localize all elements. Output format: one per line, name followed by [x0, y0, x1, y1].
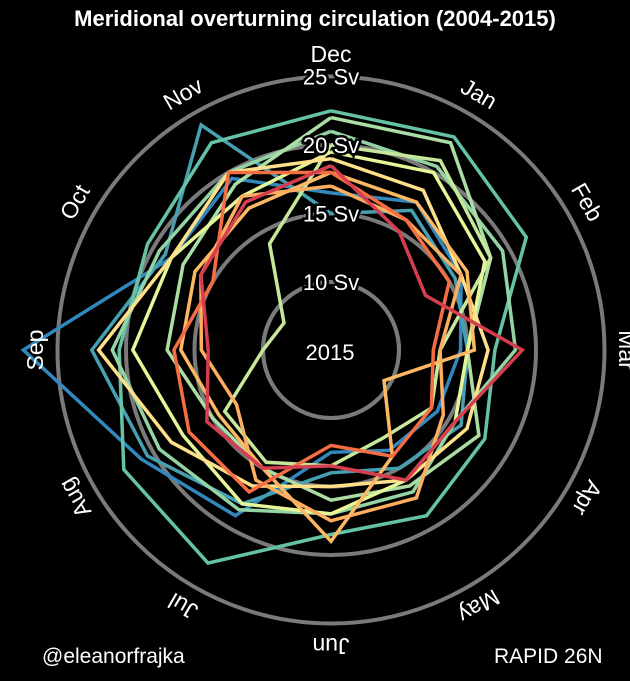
grid-circle — [55, 74, 607, 626]
month-label-jan: Jan — [456, 73, 501, 114]
radial-tick-label: 15 Sv — [303, 202, 359, 227]
month-label-apr: Apr — [567, 476, 608, 520]
series-line-2014 — [172, 170, 452, 495]
series-line-2005 — [89, 122, 470, 506]
series-line-2012 — [178, 170, 477, 545]
month-label-mar: Mar — [614, 330, 630, 370]
month-label-jun: Jun — [312, 633, 349, 659]
radial-tick-labels: 10 Sv 15 Sv 20 Sv 25 Sv — [300, 62, 361, 298]
series-line-2015 — [199, 163, 526, 483]
center-year-label: 2015 — [306, 340, 355, 365]
radial-tick-label: 10 Sv — [303, 270, 359, 295]
credit-label: @eleanorfrajka — [42, 645, 185, 668]
series-line-2006 — [117, 109, 529, 566]
month-label-oct: Oct — [54, 179, 95, 224]
radial-tick-label: 20 Sv — [303, 133, 359, 158]
month-label-jul: Jul — [164, 588, 202, 625]
source-label: RAPID 26N — [494, 645, 603, 668]
chart-title: Meridional overturning circulation (2004… — [74, 6, 556, 31]
series-group — [20, 109, 529, 566]
radial-tick-label: 25 Sv — [303, 65, 359, 90]
month-label-sep: Sep — [22, 330, 48, 371]
month-label-dec: Dec — [311, 41, 352, 67]
